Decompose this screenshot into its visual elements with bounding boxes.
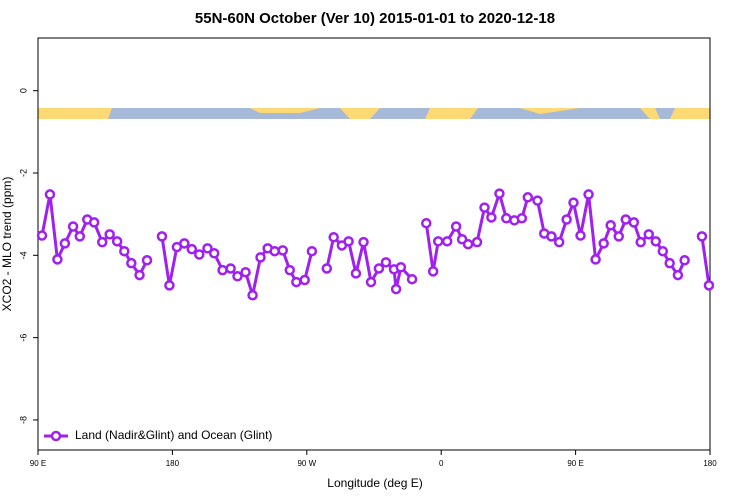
data-point: [532, 195, 543, 206]
data-point: [134, 269, 145, 281]
data-point: [553, 236, 565, 248]
plot-frame: [37, 37, 711, 451]
data-point: [194, 249, 205, 260]
data-point: [635, 236, 646, 248]
x-tick-label: 90 E: [567, 459, 583, 468]
y-tick-label: -8: [18, 416, 28, 424]
data-point: [598, 238, 609, 249]
data-point: [568, 197, 579, 208]
data-point: [613, 231, 625, 242]
data-point: [365, 276, 377, 288]
data-point: [104, 229, 115, 240]
data-point: [516, 213, 528, 224]
data-point: [96, 236, 108, 248]
legend-label: Land (Nadir&Glint) and Ocean (Glint): [75, 428, 272, 442]
data-point: [479, 202, 490, 213]
data-point: [269, 245, 280, 257]
legend-marker: [50, 430, 62, 442]
data-point: [450, 221, 462, 232]
data-point: [217, 264, 228, 276]
y-tick-label: -4: [18, 251, 28, 259]
data-point: [703, 280, 715, 291]
data-point: [590, 254, 601, 265]
data-point: [390, 283, 402, 295]
data-point: [650, 236, 662, 247]
data-point: [291, 276, 302, 288]
data-point: [501, 213, 512, 224]
x-tick-label: 180: [166, 459, 180, 468]
data-point: [350, 268, 362, 279]
data-point: [111, 236, 123, 247]
data-point: [306, 245, 318, 257]
data-point: [358, 236, 369, 248]
data-point: [208, 248, 220, 259]
data-point: [494, 188, 505, 199]
data-point: [232, 271, 243, 282]
data-point: [672, 269, 684, 281]
data-point: [471, 236, 483, 248]
data-point: [421, 217, 432, 229]
data-point: [373, 263, 385, 274]
data-point: [486, 212, 497, 223]
data-point: [343, 236, 354, 247]
x-tick-label: 90 W: [297, 459, 316, 468]
data-point: [561, 214, 572, 225]
data-point: [277, 245, 289, 256]
data-point: [88, 217, 100, 228]
data-point: [679, 255, 690, 266]
data-point: [299, 274, 310, 286]
data-point: [67, 221, 79, 232]
data-point: [321, 263, 333, 274]
data-point: [605, 220, 616, 231]
data-point: [546, 231, 557, 242]
data-point: [186, 243, 198, 255]
x-tick-label: 180: [703, 459, 717, 468]
data-point: [643, 229, 655, 240]
data-point: [119, 245, 130, 257]
data-point: [36, 230, 48, 241]
data-point: [156, 231, 168, 242]
data-point: [462, 238, 474, 250]
data-point: [628, 217, 640, 228]
y-axis-label: XCO2 - MLO trend (ppm): [0, 177, 14, 312]
data-point: [202, 243, 213, 254]
x-tick-label: 0: [439, 459, 444, 468]
data-point: [395, 262, 407, 273]
data-point: [240, 266, 251, 278]
x-tick-label: 90 E: [30, 459, 46, 468]
data-point: [255, 252, 266, 263]
y-tick-label: -6: [18, 334, 28, 342]
x-axis-label: Longitude (deg E): [327, 476, 422, 490]
data-point: [284, 264, 296, 276]
data-point: [59, 238, 71, 249]
data-point: [126, 257, 137, 269]
y-tick-label: 0: [18, 88, 28, 93]
data-point: [657, 245, 669, 257]
data-point: [164, 280, 175, 291]
y-tick-label: -2: [18, 169, 28, 177]
data-point: [620, 214, 632, 225]
map-strip: [38, 108, 710, 119]
data-point: [380, 257, 392, 268]
data-point: [696, 231, 708, 242]
data-point: [522, 192, 534, 203]
data-point: [575, 230, 586, 241]
data-point: [179, 238, 190, 249]
data-point: [44, 189, 56, 200]
data-point: [583, 189, 594, 200]
data-point: [225, 263, 236, 274]
data-point: [52, 254, 63, 265]
data-point: [441, 236, 453, 247]
data-point: [328, 231, 339, 243]
data-point: [432, 236, 444, 247]
chart-title: 55N-60N October (Ver 10) 2015-01-01 to 2…: [195, 10, 555, 27]
data-point: [74, 231, 86, 242]
data-point: [406, 273, 418, 285]
data-point: [141, 255, 153, 266]
data-point: [664, 257, 675, 269]
data-point: [427, 266, 439, 277]
data-point: [247, 289, 258, 301]
